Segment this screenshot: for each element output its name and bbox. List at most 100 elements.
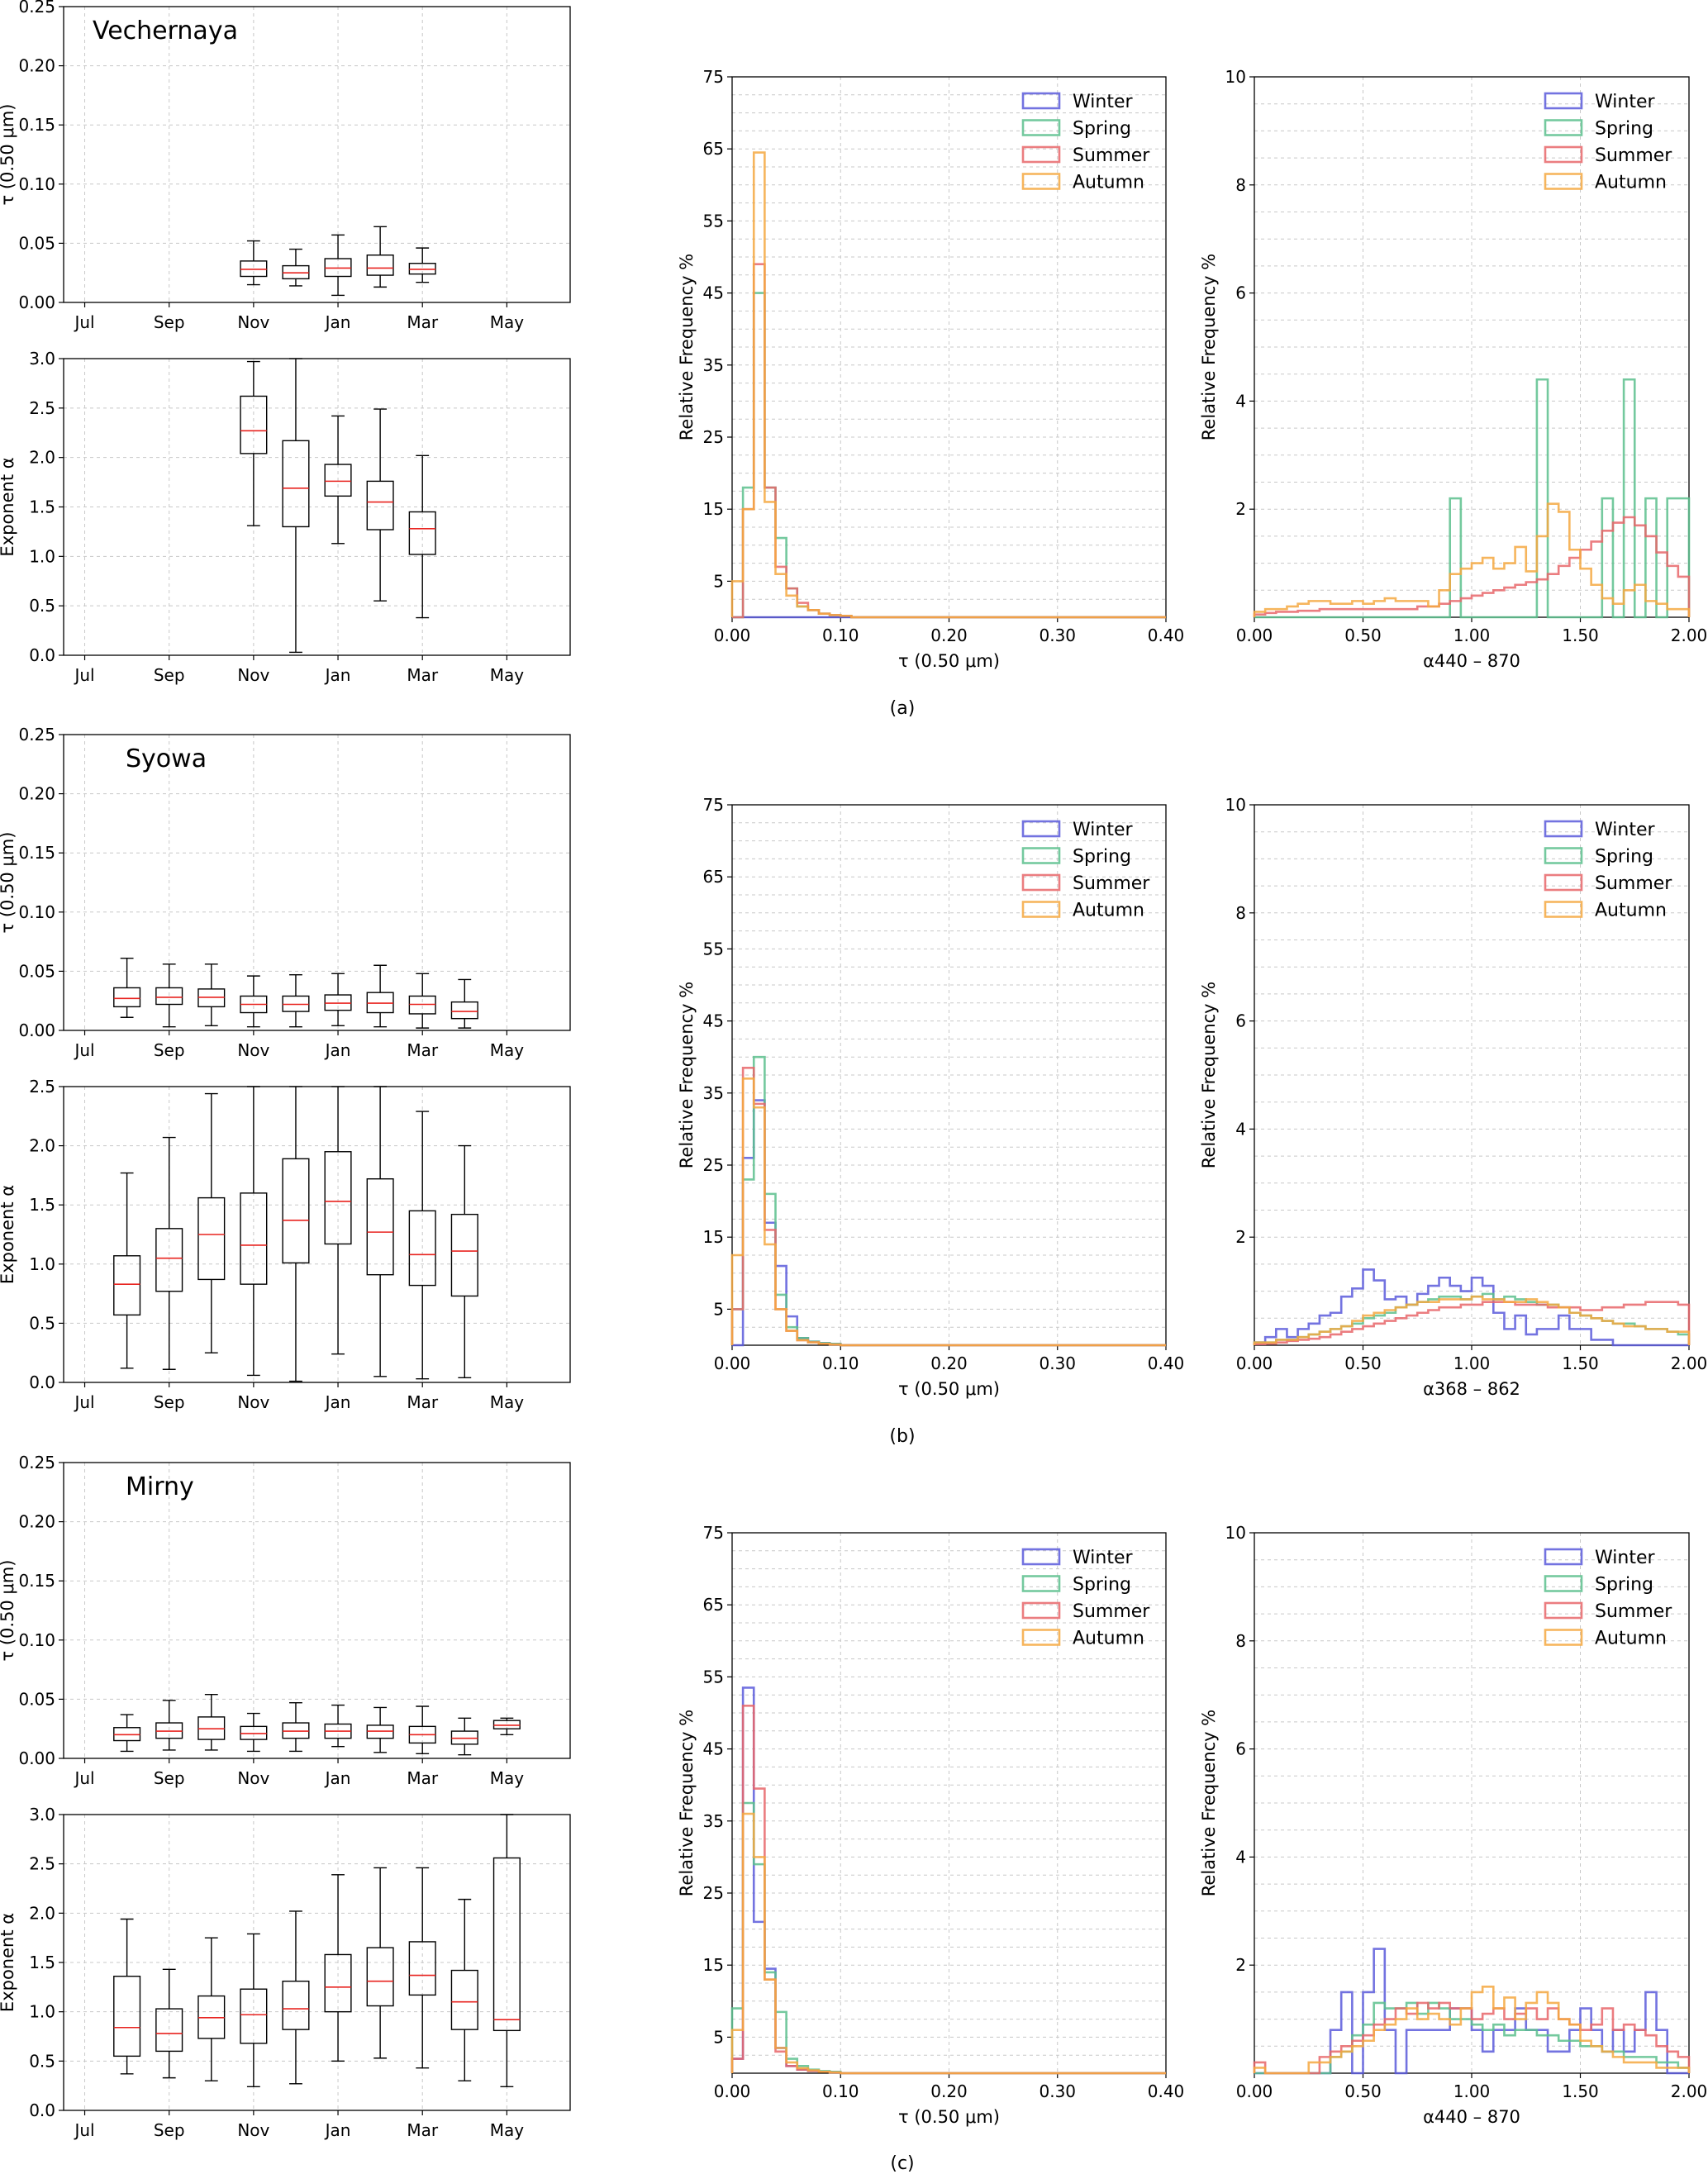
- y-tick-label: 0.15: [18, 1571, 55, 1591]
- box-Dec: [282, 248, 310, 287]
- box-Nov: [240, 975, 268, 1028]
- box-Dec: [282, 358, 310, 654]
- legend-swatch-autumn: [1544, 1629, 1583, 1646]
- y-tick-label: 1.0: [29, 2002, 55, 2022]
- y-tick-label: 10: [1225, 67, 1246, 87]
- y-axis-label: τ (0.50 μm): [0, 1560, 17, 1662]
- iqr-box: [282, 1980, 310, 2030]
- box-Dec: [282, 973, 310, 1028]
- y-tick-label: 0.00: [18, 1020, 55, 1040]
- legend-swatch-spring: [1021, 1575, 1061, 1592]
- box-Apr: [450, 1898, 478, 2081]
- x-tick-label: Sep: [154, 312, 185, 332]
- y-tick-label: 0.10: [18, 174, 55, 194]
- box-Mar: [408, 247, 436, 283]
- panel-caption-b: (b): [889, 1426, 915, 1447]
- x-tick-label: 0.30: [1039, 1353, 1076, 1373]
- y-tick-label: 1.0: [29, 1254, 55, 1274]
- iqr-box: [324, 464, 352, 497]
- x-tick-label: 1.50: [1562, 1353, 1599, 1373]
- x-axis-label: α440 – 870: [1423, 2107, 1520, 2127]
- legend-label-spring: Spring: [1595, 847, 1653, 868]
- legend-swatch-autumn: [1544, 173, 1583, 190]
- x-tick-label: Nov: [237, 665, 269, 685]
- x-tick-label: 0.00: [714, 2081, 751, 2101]
- box-Jan: [324, 234, 352, 297]
- y-tick-label: 0.10: [18, 1630, 55, 1650]
- x-tick-label: Mar: [407, 1040, 439, 1060]
- x-tick-label: 0.30: [1039, 626, 1076, 645]
- iqr-box: [155, 987, 183, 1006]
- box-Feb: [366, 964, 394, 1028]
- y-tick-label: 0.0: [29, 645, 55, 665]
- y-tick-label: 8: [1235, 1631, 1246, 1651]
- x-tick-label: Nov: [237, 1392, 269, 1412]
- y-tick-label: 15: [703, 499, 724, 519]
- x-tick-label: 0.50: [1344, 2081, 1382, 2101]
- x-tick-label: 0.00: [1236, 1353, 1273, 1373]
- legend-label-autumn: Autumn: [1595, 901, 1667, 921]
- x-tick-label: Jan: [324, 2120, 351, 2140]
- y-tick-label: 0.0: [29, 2100, 55, 2120]
- legend-label-autumn: Autumn: [1073, 173, 1144, 193]
- x-tick-label: Jan: [324, 1392, 351, 1412]
- box-Sep: [155, 1136, 183, 1370]
- x-tick-label: 0.00: [714, 1353, 751, 1373]
- y-tick-label: 10: [1225, 795, 1246, 815]
- legend: Winter Spring Summer Autumn: [1021, 92, 1150, 193]
- legend-label-spring: Spring: [1595, 1575, 1653, 1596]
- iqr-box: [240, 1192, 268, 1285]
- x-tick-label: 0.10: [822, 1353, 859, 1373]
- box-Oct: [197, 963, 226, 1026]
- legend-swatch-winter: [1021, 820, 1061, 838]
- y-tick-label: 0.20: [18, 1512, 55, 1532]
- iqr-box: [408, 1941, 436, 1996]
- y-tick-label: 0.5: [29, 1313, 55, 1333]
- station-title: Vechernaya: [93, 17, 238, 45]
- hist-series-summer: [1253, 2001, 1691, 2075]
- y-tick-label: 10: [1225, 1523, 1246, 1543]
- x-tick-label: 1.50: [1562, 2081, 1599, 2101]
- y-axis-label: Exponent α: [0, 457, 17, 556]
- iqr-box: [324, 1151, 352, 1245]
- legend-swatch-winter: [1021, 1548, 1061, 1566]
- y-tick-label: 2: [1235, 499, 1246, 519]
- x-tick-label: 0.40: [1148, 626, 1185, 645]
- x-tick-label: Jan: [324, 312, 351, 332]
- tau-boxplot-panel-2: 0.00 0.05 0.10 0.15 0.20 0.25 Jul Sep Nov Jan Mar M…: [0, 1453, 571, 1788]
- y-tick-label: 0.20: [18, 56, 55, 76]
- x-tick-label: 2.00: [1671, 1353, 1708, 1373]
- box-Feb: [366, 408, 394, 602]
- y-tick-label: 0.05: [18, 961, 55, 981]
- hist-series-autumn: [1253, 1986, 1691, 2075]
- legend-swatch-spring: [1021, 847, 1061, 864]
- x-tick-label: 1.00: [1453, 2081, 1491, 2101]
- y-tick-label: 35: [703, 1811, 724, 1831]
- tau-histogram-panel-2: 5 15 25 35 45 55 65 75 0.00 0.10 0.20 0.30 0.40 Relat…: [677, 1523, 1184, 2127]
- x-tick-label: 0.10: [822, 2081, 859, 2101]
- x-tick-label: Jan: [324, 665, 351, 685]
- legend-label-summer: Summer: [1595, 145, 1672, 166]
- legend-label-autumn: Autumn: [1595, 1629, 1667, 1649]
- y-tick-label: 6: [1235, 1011, 1246, 1031]
- y-tick-label: 3.0: [29, 349, 55, 369]
- box-Mar: [408, 1111, 436, 1380]
- box-Jan: [324, 973, 352, 1026]
- x-tick-label: Mar: [407, 665, 439, 685]
- x-tick-label: 0.40: [1148, 1353, 1185, 1373]
- legend-label-summer: Summer: [1595, 1601, 1672, 1622]
- legend-swatch-autumn: [1021, 901, 1061, 918]
- y-tick-label: 25: [703, 1883, 724, 1903]
- x-axis-label: τ (0.50 μm): [898, 651, 1000, 671]
- legend-swatch-spring: [1021, 119, 1061, 136]
- y-tick-label: 0.15: [18, 843, 55, 863]
- x-tick-label: Sep: [154, 665, 185, 685]
- legend-swatch-summer: [1021, 1601, 1061, 1620]
- hist-series-autumn: [1253, 502, 1691, 617]
- legend-label-winter: Winter: [1073, 1548, 1133, 1568]
- box-Feb: [366, 1086, 394, 1377]
- y-tick-label: 65: [703, 1595, 724, 1615]
- x-tick-label: Jul: [73, 312, 94, 332]
